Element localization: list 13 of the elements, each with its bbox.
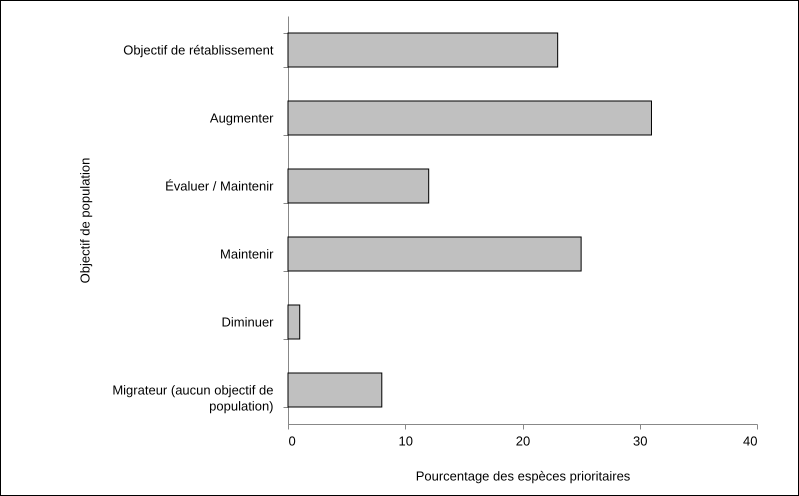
y-axis-title: Objectif de population <box>77 158 92 284</box>
y-tick-label: Maintenir <box>220 246 274 262</box>
x-tick-label: 0 <box>288 434 296 448</box>
y-tick-label: Évaluer / Maintenir <box>165 178 274 194</box>
x-tick-label: 40 <box>743 434 758 448</box>
y-tick-label: Augmenter <box>210 110 274 126</box>
x-tick-label: 30 <box>633 434 648 448</box>
x-tick-label: 20 <box>516 434 530 448</box>
y-tick-label: Migrateur (aucun objectif de population) <box>112 382 274 414</box>
x-tick-label: 10 <box>398 434 413 448</box>
y-tick-label: Objectif de rétablissement <box>123 42 274 58</box>
y-tick-label: Diminuer <box>221 314 274 330</box>
x-axis-title: Pourcentage des espèces prioritaires <box>416 468 631 484</box>
